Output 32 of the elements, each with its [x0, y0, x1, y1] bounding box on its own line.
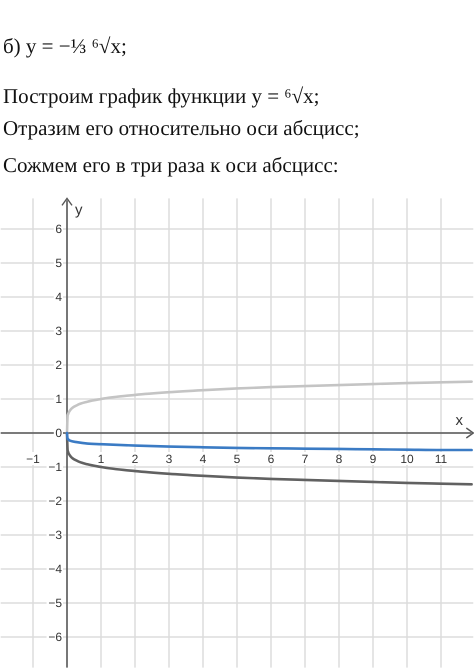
y-tick-label: 3	[55, 324, 62, 338]
x-tick-label: 2	[132, 452, 139, 466]
x-tick-label: 8	[336, 452, 343, 466]
x-tick-label: 7	[302, 452, 309, 466]
y-tick-label: 6	[55, 222, 62, 236]
y-tick-label: −3	[48, 528, 62, 542]
line-series	[66, 380, 473, 434]
text: Отразим его относительно оси абсцисс;	[3, 116, 360, 140]
x-tick-label: 5	[234, 452, 241, 466]
y-tick-label: −2	[48, 494, 62, 508]
x-tick-label: 3	[166, 452, 173, 466]
y-tick-label: 1	[55, 392, 62, 406]
y-tick-label: −6	[48, 630, 62, 644]
x-tick-label: 11	[434, 452, 448, 466]
chart-title: б) y = −⅓ ⁶√x;	[3, 34, 127, 58]
y-tick-label: 5	[55, 256, 62, 270]
text: Сожмем его в три раза к оси абсцисс:	[3, 153, 339, 177]
x-tick-label: 6	[268, 452, 275, 466]
y-tick-label: 2	[55, 358, 62, 372]
y-tick-label: −4	[48, 562, 62, 576]
x-tick-label: 1	[98, 452, 105, 466]
x-axis-title: x	[456, 412, 464, 429]
line-series	[66, 432, 473, 452]
text: Построим график функции y = ⁶√x;	[3, 84, 320, 108]
x-tick-label: 10	[400, 452, 414, 466]
x-tick-label: 4	[200, 452, 207, 466]
y-tick-label: −5	[48, 596, 62, 610]
x-tick-label: 9	[370, 452, 377, 466]
y-tick-label: 4	[55, 290, 62, 304]
y-axis-title: y	[75, 201, 83, 218]
y-tick-label: 0	[55, 426, 62, 440]
x-tick-label: −1	[26, 452, 40, 466]
